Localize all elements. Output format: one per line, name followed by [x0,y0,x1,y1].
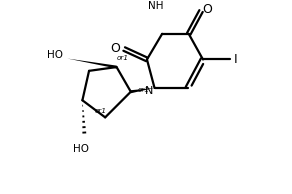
Text: O: O [111,42,121,55]
Text: or1: or1 [117,55,128,61]
Text: or1: or1 [138,87,150,93]
Text: I: I [234,53,237,66]
Text: or1: or1 [95,108,107,114]
Polygon shape [131,88,154,93]
Text: N: N [145,86,153,96]
Text: HO: HO [47,50,63,60]
Text: NH: NH [148,1,163,11]
Polygon shape [67,59,117,68]
Text: HO: HO [72,144,88,154]
Text: O: O [202,3,212,16]
